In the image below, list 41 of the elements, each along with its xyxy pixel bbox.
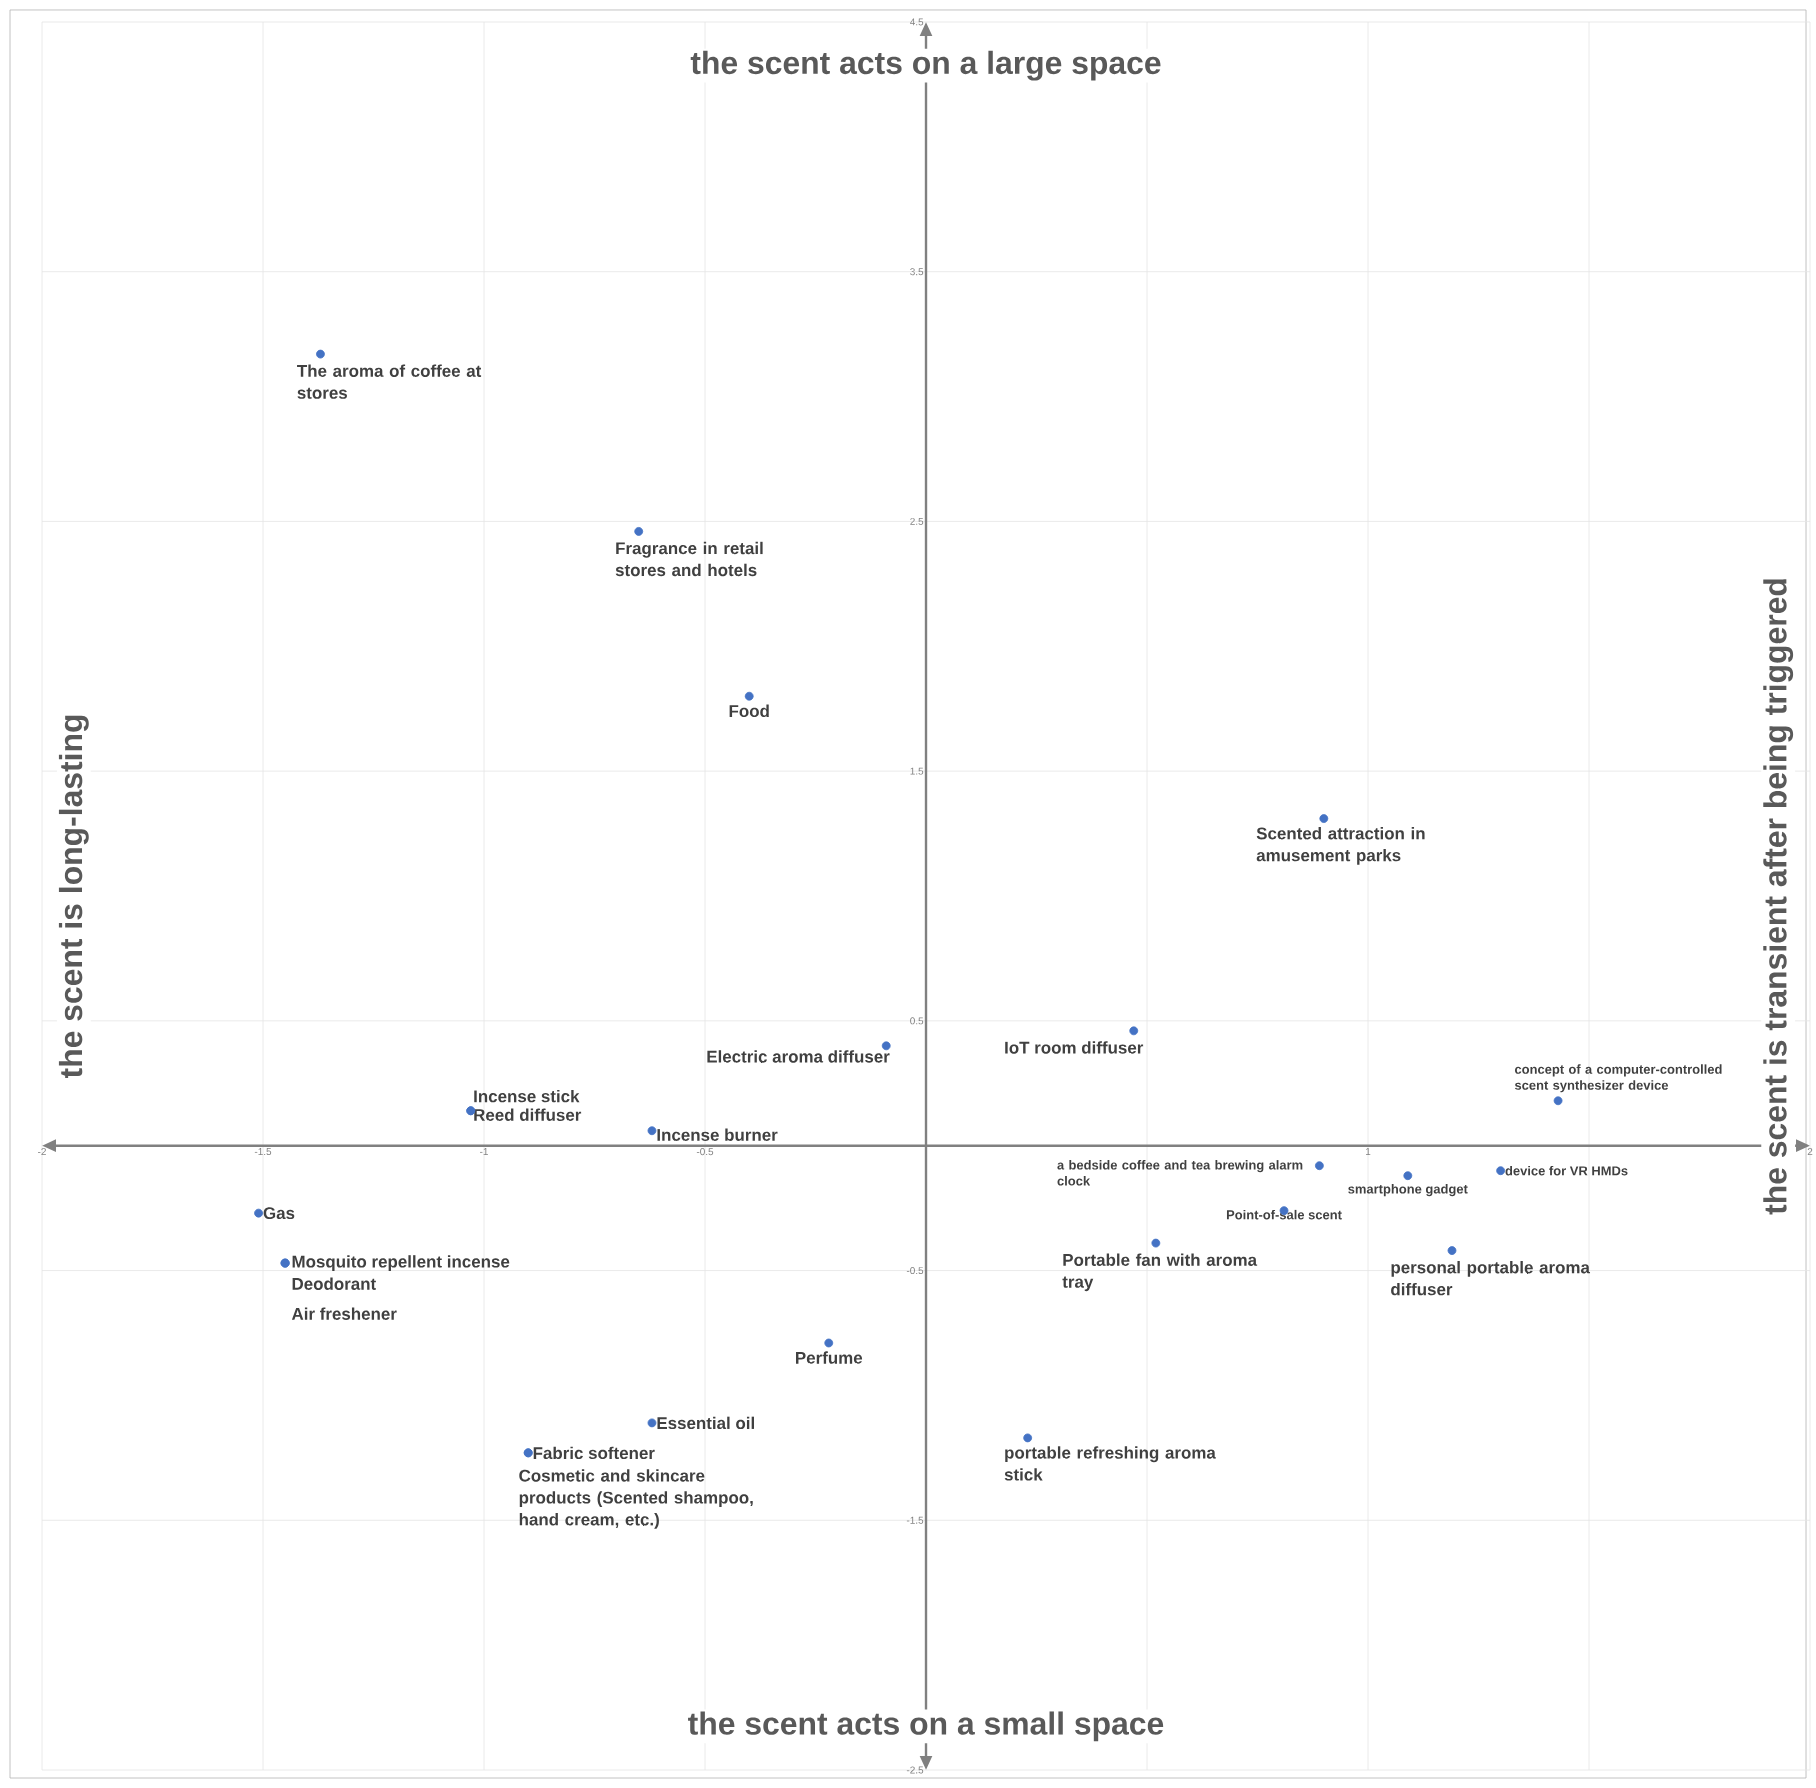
series-label: Portable fan with aroma tray — [1062, 1253, 1258, 1292]
annotation: the scent acts on a large space — [690, 50, 1161, 81]
series-label: Fragrance in retail stores and hotels — [615, 541, 763, 577]
series-label: IoT room diffuser — [1005, 1041, 1144, 1054]
point — [254, 1208, 263, 1218]
point — [1319, 814, 1329, 823]
series-label: Perfume — [796, 1351, 863, 1364]
text: Air freshener — [291, 1307, 397, 1320]
series-label: Incense burner — [657, 1128, 778, 1141]
point — [1447, 1246, 1457, 1255]
point — [316, 349, 325, 359]
series-label: The aroma of coffee at stores — [297, 364, 482, 399]
point — [634, 527, 644, 536]
series-label: Cosmetic and skincare products (Scented shampoo, hand cream, etc.) — [519, 1469, 753, 1529]
annotation: the scent is long-lasting — [58, 715, 89, 1079]
series-label: Electric aroma diffuser — [707, 1050, 890, 1063]
series-label: portable refreshing aroma stick — [1004, 1446, 1216, 1481]
point — [1496, 1166, 1506, 1176]
point — [1129, 1026, 1139, 1036]
point — [1023, 1433, 1033, 1443]
series-label: Scented attraction in amusement parks — [1256, 826, 1425, 865]
point — [1403, 1171, 1413, 1181]
series-label: Mosquito repellent incense — [292, 1255, 510, 1271]
point — [881, 1041, 891, 1051]
series-label: Fabric softener — [533, 1446, 655, 1460]
series-label: Food — [729, 704, 769, 718]
annotation: the scent acts on a small space — [688, 1711, 1164, 1742]
point — [647, 1418, 657, 1428]
point — [744, 691, 754, 701]
point — [1151, 1238, 1161, 1248]
series-label: Reed diffuser — [474, 1108, 582, 1121]
point — [1553, 1096, 1563, 1106]
text: personal portable aroma diffuser — [1391, 1260, 1591, 1296]
series-label: Essential oil — [657, 1416, 754, 1430]
point — [1314, 1161, 1324, 1171]
series-label: Gas — [263, 1207, 295, 1220]
annotation: the scent is transient after being triggered — [1763, 579, 1794, 1215]
point — [647, 1126, 657, 1136]
point — [824, 1338, 834, 1348]
series-label: Deodorant — [292, 1277, 376, 1290]
series-label: Incense stick — [474, 1089, 580, 1103]
